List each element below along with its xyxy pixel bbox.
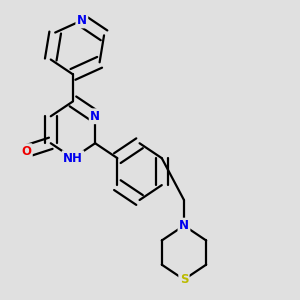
- Text: N: N: [77, 14, 87, 27]
- Text: N: N: [90, 110, 100, 123]
- Text: S: S: [180, 273, 188, 286]
- Text: N: N: [179, 219, 189, 232]
- Text: O: O: [21, 145, 31, 158]
- Text: NH: NH: [63, 152, 83, 165]
